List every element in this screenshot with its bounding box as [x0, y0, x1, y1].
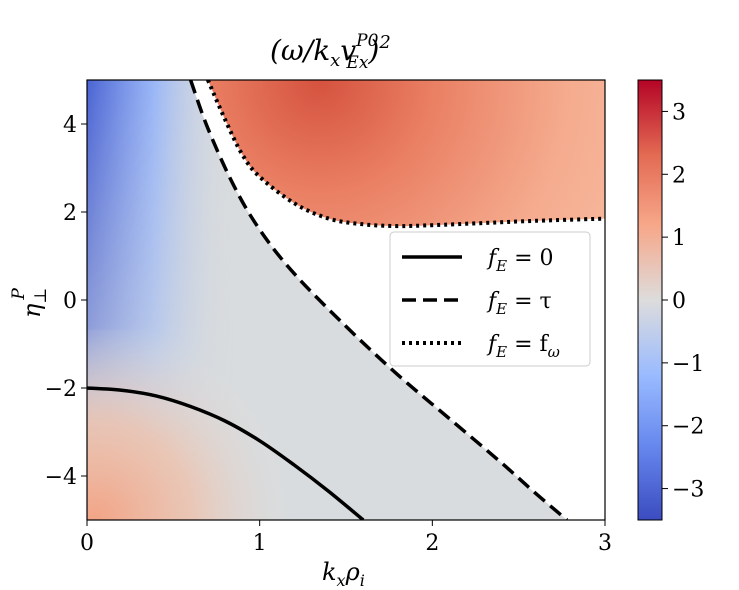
svg-text:η⊥P: η⊥P: [9, 288, 51, 318]
colorbar-tick-label: −1: [672, 352, 704, 377]
curve-fE-tau: [188, 80, 569, 520]
legend-entry-fE-fomega: fE = fω: [486, 332, 560, 361]
y-tick-label: −4: [45, 465, 77, 490]
x-tick-label: 2: [425, 531, 439, 556]
colorbar-tick-label: 0: [672, 289, 686, 314]
y-tick-label: 4: [63, 113, 77, 138]
colorbar: [637, 79, 663, 521]
legend-box: [389, 231, 591, 367]
legend: fE = 0 fE = τ fE = fω: [389, 231, 591, 367]
heatmap-area: [87, 80, 605, 520]
colorbar-tick-label: 2: [672, 163, 686, 188]
y-axis-label: η⊥P: [9, 288, 51, 318]
x-tick-label: 1: [253, 531, 267, 556]
x-tick-label: 3: [598, 531, 612, 556]
heatmap-warm-region-top: [207, 80, 605, 227]
x-axis: 0 1 2 3: [80, 520, 612, 556]
heatmap-warm-region-bottom: [87, 330, 347, 520]
colorbar-tick-label: 1: [672, 226, 686, 251]
y-tick-label: 2: [63, 201, 77, 226]
legend-entry-fE-tau: fE = τ: [486, 289, 552, 318]
chart-title: (ω/kxvP0 Ex)2: [270, 31, 391, 73]
x-tick-label: 0: [80, 531, 94, 556]
colorbar-tick-label: −2: [672, 415, 704, 440]
curve-fE-fomega: [206, 80, 605, 229]
curve-fE-0: [87, 386, 365, 520]
y-tick-label: −2: [45, 377, 77, 402]
legend-entry-fE-0: fE = 0: [486, 246, 554, 275]
colorbar-axis: 3 2 1 0 −1 −2 −3: [662, 100, 704, 503]
colorbar-tick-label: −3: [672, 478, 704, 503]
colorbar-tick-label: 3: [672, 100, 686, 125]
x-axis-label: kxρi: [322, 558, 365, 590]
y-tick-label: 0: [63, 289, 77, 314]
y-axis: 4 2 0 −2 −4: [45, 113, 87, 490]
